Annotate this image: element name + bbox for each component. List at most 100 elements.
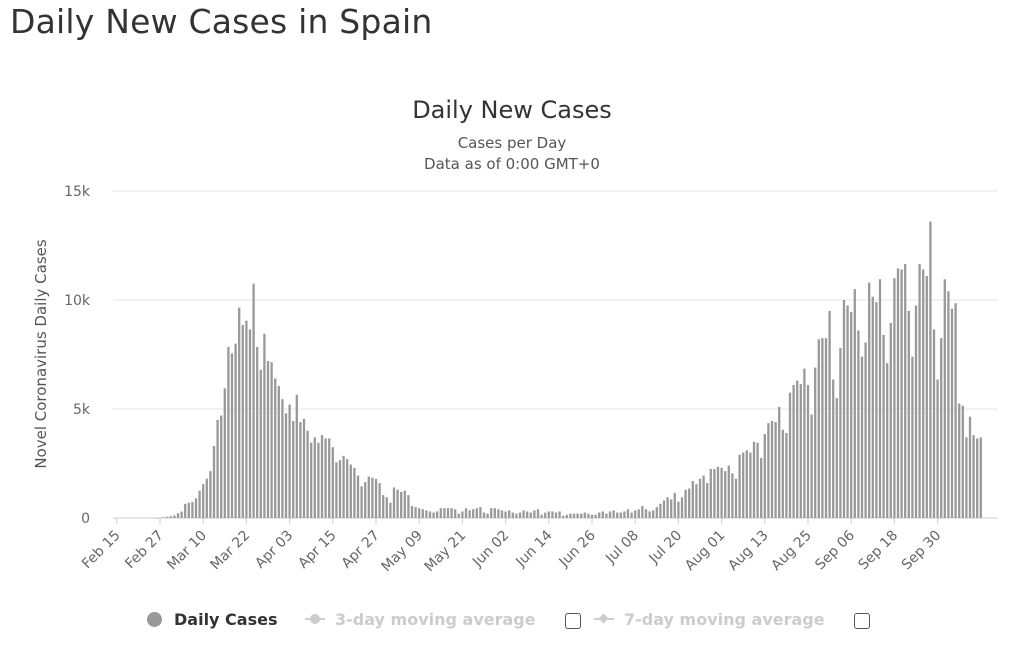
bar	[374, 478, 378, 518]
bar	[868, 282, 871, 518]
bar	[954, 303, 957, 518]
x-tick-label: May 21	[422, 528, 470, 576]
bar	[454, 509, 457, 518]
bar	[227, 346, 230, 518]
bar	[169, 516, 172, 518]
bar	[972, 435, 975, 518]
bar	[230, 353, 234, 518]
bar	[803, 368, 806, 518]
bar	[486, 513, 489, 518]
bar	[824, 338, 828, 518]
bar	[659, 503, 662, 518]
bar	[738, 454, 741, 518]
legend-item-daily-cases[interactable]: Daily Cases	[147, 606, 277, 632]
daily-cases-chart: Daily New Cases Cases per Day Data as of…	[32, 96, 998, 575]
bar	[547, 511, 550, 518]
bar	[284, 413, 288, 518]
bar	[677, 501, 680, 518]
bar	[770, 420, 774, 518]
bar	[443, 508, 446, 518]
bar	[788, 392, 792, 518]
bar	[338, 460, 342, 518]
bar	[688, 488, 691, 518]
bar	[871, 296, 874, 518]
bar	[382, 495, 385, 518]
bar	[774, 422, 777, 518]
bar	[976, 438, 979, 518]
bar	[713, 468, 716, 518]
bar	[176, 513, 180, 518]
bar	[554, 512, 558, 518]
x-tick-label: Aug 13	[725, 528, 771, 574]
bar	[508, 510, 511, 518]
bar	[680, 497, 684, 518]
toggle-3-day-average-checkbox[interactable]	[565, 613, 581, 629]
bar	[209, 471, 212, 518]
bar	[799, 383, 802, 518]
toggle-7-day-average-checkbox[interactable]	[854, 613, 870, 629]
bar	[335, 462, 338, 518]
bar	[468, 510, 471, 518]
bar	[378, 483, 381, 518]
bar	[886, 363, 889, 518]
y-axis-ticks: 0 5k 10k 15k	[64, 184, 91, 527]
bar	[202, 484, 205, 518]
bar	[666, 497, 669, 518]
legend-item-3-day-average[interactable]: 3-day moving average	[305, 606, 536, 632]
bar	[760, 458, 763, 518]
bar	[806, 385, 810, 518]
page-title: Daily New Cases in Spain	[10, 2, 433, 41]
x-tick-label: Feb 27	[122, 528, 167, 573]
bar	[727, 465, 730, 518]
bar	[684, 489, 687, 518]
bar	[619, 512, 622, 518]
bar	[925, 276, 928, 518]
bar	[558, 511, 561, 518]
bar-series-daily-cases	[155, 221, 982, 519]
x-tick-label: Apr 15	[295, 528, 339, 572]
bar	[522, 510, 525, 518]
bar	[828, 310, 831, 518]
legend-item-7-day-average[interactable]: 7-day moving average	[594, 606, 825, 632]
bar	[324, 438, 327, 518]
bar	[464, 508, 468, 518]
bar	[594, 514, 597, 518]
x-tick-label: Mar 22	[207, 528, 253, 574]
bar	[205, 478, 208, 518]
bar	[385, 497, 388, 518]
bar	[731, 473, 734, 518]
bar	[648, 511, 651, 518]
bar	[932, 329, 936, 518]
bar	[630, 512, 633, 518]
bar	[832, 379, 835, 518]
bar	[605, 513, 608, 518]
bar	[918, 264, 921, 518]
bar	[929, 221, 932, 518]
bar	[634, 510, 637, 518]
bar	[850, 311, 853, 518]
bar	[835, 398, 838, 518]
bar	[238, 307, 241, 518]
x-tick-label: Mar 10	[164, 528, 210, 574]
bar	[288, 404, 291, 518]
bar	[504, 511, 507, 518]
bar	[810, 414, 813, 518]
bar	[734, 478, 738, 518]
bar	[922, 269, 925, 518]
bar	[252, 283, 255, 518]
bar	[493, 508, 496, 518]
bar	[191, 502, 194, 518]
bar	[281, 399, 284, 518]
bar	[490, 508, 493, 518]
bar	[173, 515, 176, 518]
x-tick-label: Jun 14	[512, 527, 555, 570]
bar	[911, 356, 914, 518]
bar	[940, 338, 943, 518]
bar	[821, 338, 824, 518]
bar	[670, 499, 673, 518]
x-tick-label: Jul 08	[602, 528, 642, 568]
y-tick-label: 0	[81, 511, 90, 527]
bar	[767, 423, 770, 518]
bar	[637, 509, 640, 518]
